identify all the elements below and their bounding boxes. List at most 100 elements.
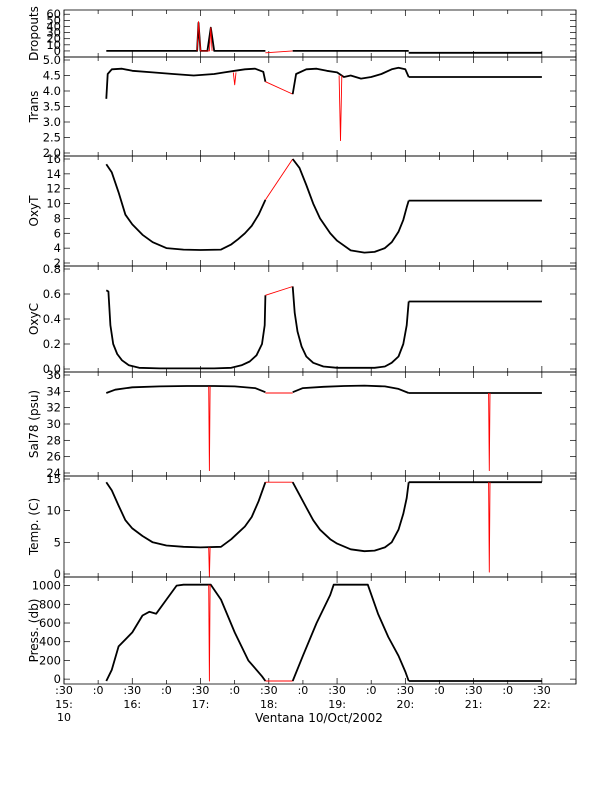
series-line <box>105 385 266 394</box>
series-line <box>291 481 410 553</box>
y-axis-label: Temp. (C) <box>27 498 41 556</box>
y-axis-label: Press. (db) <box>27 599 41 663</box>
x-hour-label: 21: <box>465 698 483 711</box>
y-tick-label: 28 <box>46 433 61 447</box>
panel-frame <box>63 155 577 267</box>
x-date-label: 10 <box>57 711 71 724</box>
x-tick-label: :30 <box>465 684 483 697</box>
y-tick-label: 5 <box>54 535 61 549</box>
y-tick-label: 34 <box>46 384 61 398</box>
series-line <box>105 481 267 549</box>
panel-2: 2.02.5 3.03.5 4.04.5 5.0 Trans <box>27 53 577 160</box>
chart-panels: 0102030405060Dropouts2.02.53.03.54.04.55… <box>27 6 577 686</box>
series-line <box>291 286 410 369</box>
panel-frame <box>63 265 577 373</box>
series-gap-line <box>488 482 491 573</box>
panel-frame <box>63 475 577 578</box>
x-tick-label: :30 <box>123 684 141 697</box>
series-gap-line <box>265 50 293 54</box>
series-line <box>105 67 267 99</box>
series-line <box>105 163 267 251</box>
series-line <box>291 158 410 254</box>
y-tick-label: 6 <box>54 226 61 240</box>
x-tick-label: :0 <box>93 684 104 697</box>
y-axis-label: OxyC <box>27 303 41 335</box>
y-tick-label: 8 <box>54 211 61 225</box>
y-tick-label: 30 <box>46 26 61 40</box>
series-gap-line <box>488 392 491 472</box>
x-tick-label: :30 <box>192 684 210 697</box>
y-tick-label: 40 <box>46 19 61 33</box>
series-gap-line <box>265 158 294 201</box>
series-gap-line <box>232 72 237 86</box>
y-tick-label: 0 <box>54 567 61 581</box>
y-tick-label: 4 <box>54 241 61 255</box>
x-hour-label: 16: <box>123 698 141 711</box>
x-tick-label: :0 <box>229 684 240 697</box>
series-gap-line <box>208 386 211 472</box>
x-hour-label: 18: <box>260 698 278 711</box>
y-tick-label: 0.6 <box>43 287 61 301</box>
panel-7: 0 200 400 600 800 1000 Press. (db) <box>27 576 577 686</box>
y-tick-label: 0 <box>54 44 61 58</box>
y-tick-label: 60 <box>46 7 61 21</box>
y-tick-label: 10 <box>46 197 61 211</box>
y-tick-label: 24 <box>46 466 61 480</box>
y-tick-label: 20 <box>46 32 61 46</box>
x-hour-label: 22: <box>533 698 551 711</box>
x-hour-label: 19: <box>328 698 346 711</box>
series-gap-line <box>338 75 343 142</box>
x-tick-label: :30 <box>533 684 551 697</box>
time-axis: :30:0:30:0:30:0:30:0:30:0:30:0:30:0:3015… <box>55 684 551 724</box>
y-axis-label: Dropouts <box>27 6 41 61</box>
panel-4: 0.0 0.2 0.4 0.6 0.8 OxyC <box>27 262 577 376</box>
y-tick-label: 200 <box>39 653 61 667</box>
x-tick-label: :30 <box>55 684 73 697</box>
y-axis-label: OxyT <box>27 195 41 227</box>
y-tick-label: 0.4 <box>43 312 61 326</box>
series-gap-line <box>208 584 211 682</box>
series-gap-line <box>265 286 293 296</box>
series-line <box>292 384 410 394</box>
series-gap-line <box>208 547 211 578</box>
x-tick-label: :30 <box>396 684 414 697</box>
chart-footer: Ventana 10/Oct/2002 <box>255 711 383 725</box>
panel-5: 24 26 28 30 32 34 36 Sal78 (psu) <box>27 368 577 480</box>
series-line <box>105 289 267 370</box>
y-tick-label: 2 <box>54 256 61 270</box>
y-tick-label: 4.5 <box>43 69 61 83</box>
series-line <box>105 583 267 682</box>
x-tick-label: :0 <box>298 684 309 697</box>
x-tick-label: :0 <box>161 684 172 697</box>
y-tick-label: 5.0 <box>43 53 61 67</box>
series-line <box>291 66 410 95</box>
y-tick-label: 50 <box>46 13 61 27</box>
y-axis-label: Trans <box>27 91 41 124</box>
series-gap-line <box>265 81 293 95</box>
x-hour-label: 20: <box>396 698 414 711</box>
y-tick-label: 26 <box>46 450 61 464</box>
y-tick-label: 16 <box>46 152 61 166</box>
y-tick-label: 10 <box>46 504 61 518</box>
y-tick-label: 800 <box>39 597 61 611</box>
y-tick-label: 3.5 <box>43 100 61 114</box>
y-tick-label: 10 <box>46 38 61 52</box>
x-tick-label: :0 <box>366 684 377 697</box>
y-tick-label: 400 <box>39 635 61 649</box>
x-tick-label: :0 <box>502 684 513 697</box>
y-tick-label: 15 <box>46 472 61 486</box>
y-tick-label: 4.0 <box>43 84 61 98</box>
y-tick-label: 32 <box>46 401 61 415</box>
panel-6: 0 5 10 15 Temp. (C) <box>27 472 577 581</box>
y-tick-label: 36 <box>46 368 61 382</box>
series-line <box>291 583 410 682</box>
x-hour-label: 15: <box>55 698 73 711</box>
series-gap-line <box>196 21 213 52</box>
y-tick-label: 2.0 <box>43 146 61 160</box>
y-tick-label: 0.0 <box>43 362 61 376</box>
y-tick-label: 0.2 <box>43 337 61 351</box>
x-tick-label: :0 <box>434 684 445 697</box>
